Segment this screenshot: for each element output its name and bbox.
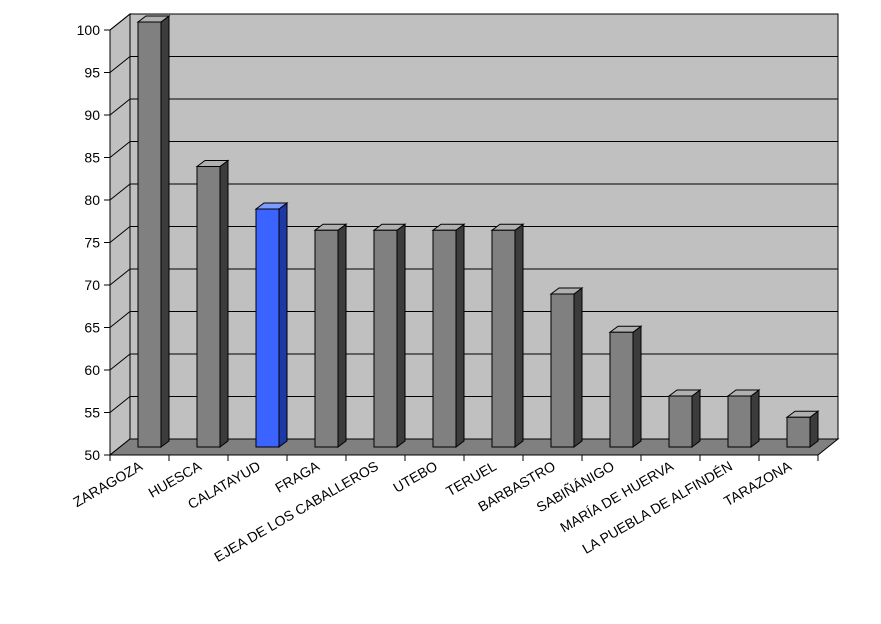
x-tick-label: FRAGA [272,457,322,495]
bar-front [786,416,811,448]
y-tick-label: 90 [84,107,100,123]
gridline [109,353,838,371]
bar-5 [372,223,407,448]
y-tick-label: 80 [84,192,100,208]
bar-9 [608,325,643,448]
bar-front [550,293,575,448]
bar-side [337,223,347,448]
bar-side [396,223,406,448]
bar-side [455,223,465,448]
bar-side [278,202,288,448]
bar-front [668,395,693,448]
gridline [109,396,838,413]
bar-11 [726,389,761,448]
bar-side [750,389,760,448]
bar-6 [431,223,466,448]
bar-front [491,229,516,448]
bar-front [609,331,634,448]
y-tick-label: 95 [84,65,100,81]
y-tick-label: 70 [84,277,100,293]
gridline [109,311,838,328]
bar-3 [254,202,289,448]
gridline [109,226,838,243]
bar-front [137,21,162,448]
bar-side [160,15,170,448]
bar-2 [195,159,230,448]
bar-front [255,208,280,448]
gridlines [109,13,838,456]
y-tick-label: 55 [84,405,100,421]
y-tick-label: 60 [84,362,100,378]
y-tick-label: 65 [84,320,100,336]
y-tick-label: 100 [77,22,101,38]
axes [104,29,819,461]
bar-side [514,223,524,448]
bar-8 [549,287,584,448]
bar-front [196,166,221,448]
bar-front [373,229,398,448]
bar-front [727,395,752,448]
x-tick-label: TARAZONA [721,457,795,509]
bar-side [691,389,701,448]
x-tick-label: UTEBO [390,458,440,496]
y-axis-tick-labels: 50 55 60 65 70 75 80 85 90 95 100 [77,22,101,463]
y-tick-label: 85 [84,150,100,166]
bar-4 [313,223,348,448]
bar-side [573,287,583,448]
y-tick-label: 50 [84,447,100,463]
gridline [109,13,838,31]
bar-12 [785,410,820,448]
gridline [109,98,838,116]
bar-front [432,229,457,448]
gridline [109,56,838,73]
bar-10 [667,389,702,448]
gridline [109,141,838,158]
gridline [109,268,838,286]
bar-front [314,229,339,448]
y-tick-label: 75 [84,235,100,251]
bar-1 [136,15,171,448]
gridline [109,183,838,201]
x-tick-label: ZARAGOZA [70,457,145,510]
bar-side [219,159,229,448]
bar-7 [490,223,525,448]
bar-side [632,325,642,448]
bars [136,15,820,448]
